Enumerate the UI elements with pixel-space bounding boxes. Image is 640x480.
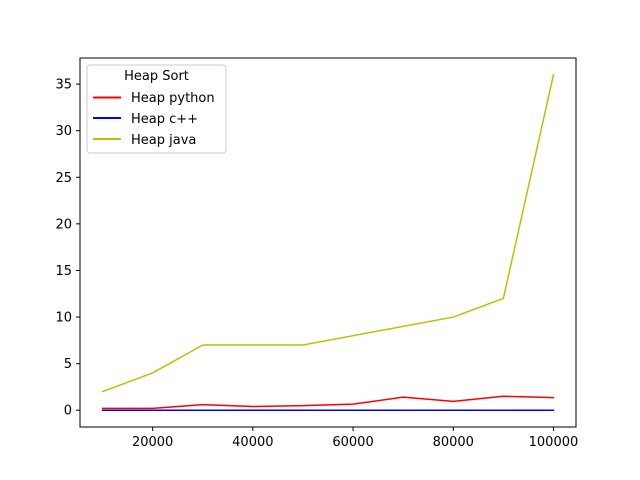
legend: Heap Sort Heap python Heap c++ Heap java	[86, 64, 227, 154]
y-tick-label: 30	[55, 124, 72, 139]
legend-box	[86, 64, 227, 154]
legend-label-heap-java: Heap java	[131, 133, 196, 148]
y-tick-label: 35	[55, 78, 72, 93]
series-line-heap-java	[101, 73, 555, 393]
x-tick-label: 20000	[132, 435, 173, 450]
y-tick-label: 5	[64, 357, 72, 372]
series-line-heap-python	[101, 395, 555, 410]
legend-label-heap-cpp: Heap c++	[131, 112, 198, 127]
axes-frame	[79, 57, 577, 428]
axes-layer	[79, 57, 577, 428]
x-tick-label: 60000	[332, 435, 373, 450]
x-tick-label: 80000	[433, 435, 474, 450]
y-tick-label: 25	[55, 171, 72, 186]
x-tick-label: 100000	[529, 435, 579, 450]
y-tick-label: 10	[55, 311, 72, 326]
legend-title: Heap Sort	[124, 69, 189, 84]
y-tick-label: 0	[64, 404, 72, 419]
y-axis-ticks: 0 5 10 15 20 25 30 35	[55, 78, 80, 419]
legend-label-heap-python: Heap python	[131, 91, 215, 106]
y-tick-label: 20	[55, 217, 72, 232]
series-layer	[101, 73, 555, 411]
x-axis-ticks: 20000 40000 60000 80000 100000	[132, 427, 578, 450]
x-tick-label: 40000	[232, 435, 273, 450]
y-tick-label: 15	[55, 264, 72, 279]
